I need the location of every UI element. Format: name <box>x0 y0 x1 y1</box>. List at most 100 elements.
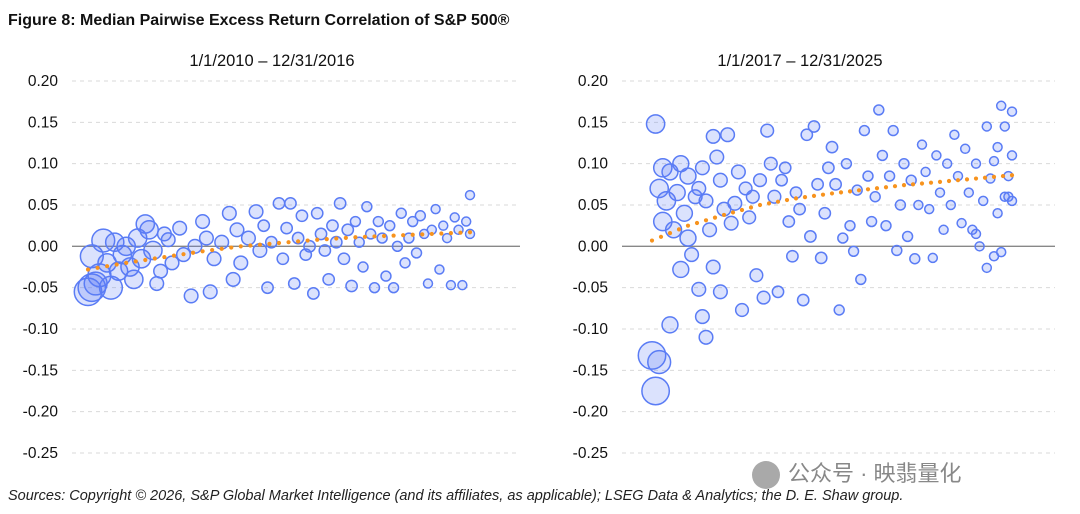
data-point <box>153 263 169 279</box>
data-point <box>876 149 889 162</box>
trend-dot <box>838 190 844 195</box>
data-point <box>108 261 129 281</box>
trend-dot <box>410 232 415 237</box>
data-point <box>712 284 728 300</box>
data-point <box>679 229 697 247</box>
y-tick-label: 0.10 <box>578 156 609 173</box>
data-point <box>310 206 324 220</box>
data-point <box>694 160 710 176</box>
trend-dot <box>381 233 387 239</box>
data-point <box>749 268 764 283</box>
trend-dot <box>694 220 700 226</box>
data-point <box>705 259 721 275</box>
data-point <box>712 172 728 188</box>
y-tick-label: 0.10 <box>28 156 59 173</box>
data-point <box>314 227 328 241</box>
y-tick-label: -0.10 <box>23 321 59 338</box>
trend-dot <box>200 249 205 254</box>
trend-dot <box>955 178 961 183</box>
data-point <box>414 210 427 222</box>
data-point <box>337 252 351 266</box>
data-point <box>295 209 309 223</box>
data-point <box>825 140 839 154</box>
figure-title: Figure 8: Median Pairwise Excess Return … <box>8 12 510 29</box>
trend-dot <box>649 238 655 243</box>
data-point <box>898 157 910 170</box>
data-point <box>349 215 362 228</box>
data-point <box>233 255 249 271</box>
data-point <box>637 341 667 370</box>
data-point <box>1006 150 1018 161</box>
trend-dot <box>276 240 282 246</box>
data-point <box>460 216 472 227</box>
data-point <box>123 269 144 290</box>
data-point <box>959 143 971 155</box>
data-point <box>880 219 892 232</box>
data-point <box>357 261 369 273</box>
data-point <box>745 189 760 204</box>
data-point <box>691 281 707 297</box>
data-point <box>240 230 256 246</box>
data-point <box>775 173 788 187</box>
trend-dot <box>190 250 196 255</box>
trend-dot <box>820 192 826 197</box>
y-tick-label: -0.10 <box>573 321 609 338</box>
data-point <box>883 170 896 182</box>
data-point <box>345 279 358 293</box>
trend-dot <box>458 230 463 235</box>
y-tick-label: 0.15 <box>28 114 58 131</box>
watermark-text: 公众号 · 映翡量化 <box>788 461 962 486</box>
trend-dot <box>391 233 396 238</box>
trend-dot <box>919 181 925 186</box>
y-tick-label: -0.05 <box>23 280 58 297</box>
panel-title: 1/1/2010 – 12/31/2016 <box>189 52 354 70</box>
data-point <box>865 215 878 228</box>
data-point <box>276 252 290 266</box>
data-point <box>934 187 946 198</box>
data-point <box>368 281 381 294</box>
data-point <box>445 279 457 291</box>
data-point <box>931 150 942 161</box>
trend-dot <box>210 247 215 253</box>
trend-dot <box>739 207 745 213</box>
data-point <box>333 196 347 210</box>
trend-dot <box>467 230 473 235</box>
data-point <box>891 244 903 257</box>
data-point <box>945 199 957 211</box>
data-point <box>818 206 832 220</box>
y-tick-label: -0.15 <box>573 362 608 379</box>
trend-dot <box>171 253 177 258</box>
trend-dot <box>219 246 224 251</box>
trend-dot <box>353 235 358 240</box>
data-point <box>384 219 396 232</box>
trend-dot <box>257 242 262 247</box>
source-note: Sources: Copyright © 2026, S&P Global Ma… <box>8 488 904 504</box>
data-point <box>441 232 453 244</box>
data-point <box>376 232 388 244</box>
data-point <box>970 228 982 240</box>
data-point <box>645 114 666 134</box>
data-point <box>938 224 949 236</box>
trend-dot <box>658 234 664 239</box>
y-tick-label: -0.20 <box>573 404 609 421</box>
trend-dot <box>910 182 916 187</box>
data-point <box>160 232 176 248</box>
y-tick-label: 0.20 <box>28 73 59 90</box>
trend-dot <box>420 232 425 237</box>
trend-dot <box>85 267 91 272</box>
data-point <box>206 251 222 267</box>
data-point <box>229 222 245 238</box>
trend-dot <box>238 244 243 249</box>
data-point <box>992 208 1003 219</box>
trend-dot <box>296 239 301 244</box>
data-point <box>887 124 899 137</box>
data-point <box>844 219 856 232</box>
data-point <box>353 236 365 248</box>
panel-title: 1/1/2017 – 12/31/2025 <box>717 52 882 70</box>
data-point <box>430 203 441 215</box>
trend-dot <box>667 231 673 236</box>
data-point <box>709 149 725 165</box>
data-point <box>261 281 274 295</box>
data-point <box>804 230 817 243</box>
data-point <box>326 219 339 233</box>
